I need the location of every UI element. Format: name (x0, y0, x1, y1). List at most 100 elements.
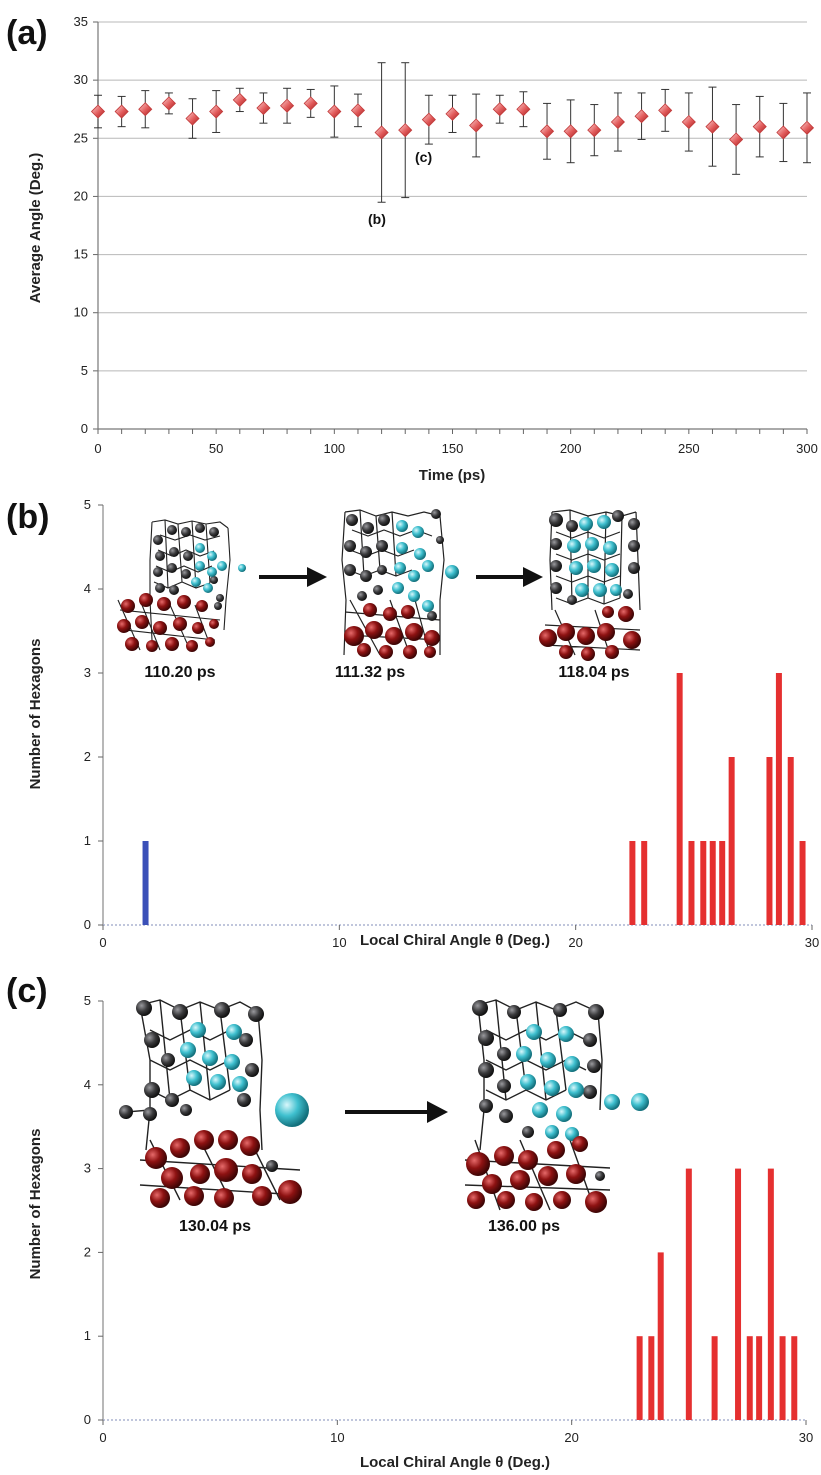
panel-b-bar (728, 757, 735, 925)
panel-a-scatter-chart: (a) 0 5 10 15 20 25 30 35 0 50 100 150 200 250 300 (b)… (6, 14, 818, 484)
panel-c-tick-labels: 0 1 2 3 4 5 0 10 20 30 (84, 993, 813, 1445)
panel-c-y-tick-label: 4 (84, 1077, 91, 1092)
panel-a-data-points (90, 92, 815, 147)
panel-c-x-tick-label: 20 (564, 1430, 578, 1445)
panel-b-bar (766, 757, 773, 925)
panel-b-bar (641, 841, 648, 925)
panel-a-x-tick-label: 150 (442, 441, 464, 456)
panel-b-bar (700, 841, 707, 925)
panel-a-data-point (469, 118, 484, 133)
panel-a-annotation-c: (c) (415, 149, 432, 165)
panel-a-data-point (421, 112, 436, 127)
panel-c-y-tick-label: 2 (84, 1244, 91, 1259)
panel-c-bar (711, 1336, 718, 1420)
panel-a-data-point (634, 109, 649, 124)
panel-c-bar (791, 1336, 798, 1420)
panel-a-data-point (327, 104, 342, 119)
panel-a-y-tick-label: 30 (74, 72, 88, 87)
panel-a-data-point (256, 100, 271, 116)
panel-a-data-point (681, 114, 696, 130)
panel-c-bar (746, 1336, 753, 1420)
panel-a-letter: (a) (6, 14, 48, 52)
panel-a-tick-labels: 0 5 10 15 20 25 30 35 0 50 100 150 200 250 300 (74, 14, 818, 456)
panel-a-y-tick-label: 20 (74, 188, 88, 203)
panel-b-y-axis-title: Number of Hexagons (27, 639, 44, 790)
panel-a-y-tick-label: 25 (74, 130, 88, 145)
panel-c-bar (636, 1336, 643, 1420)
panel-a-data-point (658, 103, 673, 118)
panel-b-x-tick-label: 10 (332, 935, 346, 950)
panel-c-bar (779, 1336, 786, 1420)
panel-a-y-tick-label: 10 (74, 305, 88, 320)
panel-c-bar (685, 1168, 692, 1420)
panel-a-x-axis-title: Time (ps) (419, 467, 485, 484)
panel-a-x-tick-label: 100 (323, 441, 345, 456)
panel-a-x-tick-label: 50 (209, 441, 223, 456)
panel-b-bar (676, 673, 683, 925)
panel-c-axes (98, 1000, 807, 1425)
panel-c-x-tick-label: 10 (330, 1430, 344, 1445)
panel-c-y-tick-label: 5 (84, 993, 91, 1008)
panel-b-x-tick-label: 20 (568, 935, 582, 950)
panel-a-data-point (587, 123, 602, 138)
panel-c-x-tick-label: 0 (99, 1430, 106, 1445)
panel-c-x-tick-label: 30 (799, 1430, 813, 1445)
panel-a-data-point (303, 96, 318, 111)
snapshot-label-3: 118.04 ps (558, 664, 629, 681)
panel-a-x-tick-label: 0 (94, 441, 101, 456)
panel-a-annotation-b: (b) (368, 211, 386, 227)
panel-a-error-bars (94, 62, 811, 203)
snapshot-130-04-ps: 130.04 ps (119, 999, 309, 1235)
panel-c-y-tick-label: 0 (84, 1412, 91, 1427)
panel-a-data-point (799, 120, 815, 135)
panel-a-data-point (445, 106, 460, 121)
panel-a-data-point (398, 123, 413, 138)
panel-b-bar (142, 841, 149, 925)
panel-a-data-point (563, 124, 578, 139)
panel-b-axes (98, 504, 813, 930)
panel-a-data-point (729, 132, 744, 147)
panel-b-x-tick-label: 30 (805, 935, 819, 950)
panel-a-data-point (516, 102, 531, 117)
panel-c-bar (648, 1336, 655, 1420)
panel-c-bar (735, 1168, 742, 1420)
panel-c-y-tick-label: 3 (84, 1161, 91, 1176)
reaction-arrow-1 (259, 567, 327, 587)
panel-c-bar (657, 1252, 664, 1420)
panel-a-data-point (232, 92, 247, 107)
panel-a-data-point (161, 96, 176, 111)
panel-a-data-point (114, 104, 129, 119)
molecule-snapshot-2 (341, 509, 459, 659)
panel-b-x-tick-label: 0 (99, 935, 106, 950)
panel-b-letter: (b) (6, 498, 49, 536)
panel-b-bar (775, 673, 782, 925)
panel-b-y-tick-label: 4 (84, 581, 91, 596)
molecule-snapshot-4 (119, 999, 309, 1208)
panel-c-bar (767, 1168, 774, 1420)
panel-a-data-point (138, 102, 153, 117)
panel-b-tick-labels: 0 1 2 3 4 5 0 10 20 30 (84, 497, 819, 950)
panel-c-bar (756, 1336, 763, 1420)
snapshot-label-2: 111.32 ps (335, 664, 405, 681)
panel-a-x-tick-label: 300 (796, 441, 818, 456)
panel-b-bars (142, 673, 806, 925)
molecule-snapshot-3 (539, 509, 641, 661)
panel-a-y-tick-label: 0 (81, 421, 88, 436)
panel-b-bar (709, 841, 716, 925)
snapshot-label-5: 136.00 ps (488, 1218, 560, 1235)
panel-a-data-point (610, 114, 625, 130)
panel-c-letter: (c) (6, 972, 48, 1010)
panel-b-bar (629, 841, 636, 925)
panel-a-data-point (374, 125, 389, 140)
panel-a-gridlines (98, 21, 807, 372)
panel-c-bars (636, 1168, 798, 1420)
panel-a-y-tick-label: 35 (74, 14, 88, 29)
panel-b-bar (688, 841, 695, 925)
panel-a-data-point (280, 98, 295, 113)
panel-a-data-point (705, 119, 720, 134)
panel-b-y-tick-label: 5 (84, 497, 91, 512)
reaction-arrow-3 (345, 1101, 448, 1123)
panel-a-y-tick-label: 5 (81, 363, 88, 378)
panel-c-x-axis-title: Local Chiral Angle θ (Deg.) (360, 1454, 550, 1471)
